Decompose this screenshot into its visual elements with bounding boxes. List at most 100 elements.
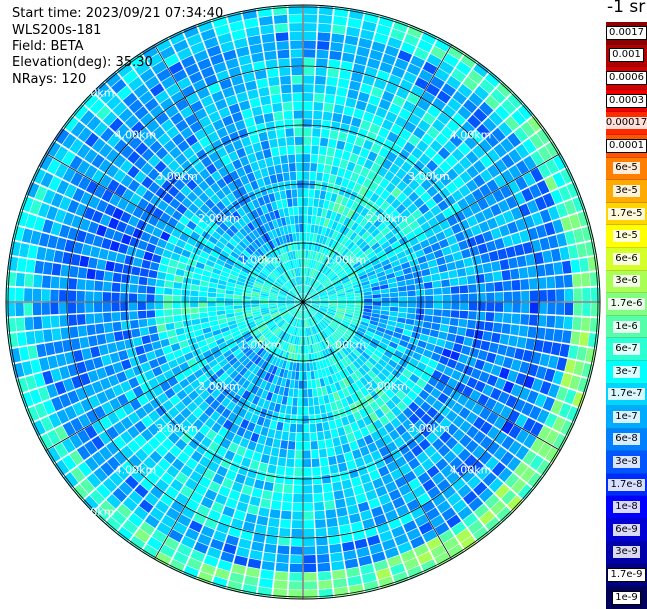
ray-gate (304, 485, 313, 493)
ray-gate (329, 464, 338, 473)
ray-gate (158, 264, 167, 272)
colorbar-cell: 0.0001 (606, 135, 647, 158)
ray-gate (284, 119, 293, 128)
ray-gate (290, 216, 295, 225)
ray-gate (448, 326, 457, 334)
ray-gate (294, 215, 298, 223)
ray-gate (568, 345, 578, 359)
ray-gate (455, 335, 465, 344)
ray-gate (169, 259, 179, 267)
ray-gate (327, 147, 335, 156)
ray-gate (512, 280, 521, 290)
ray-gate (538, 277, 547, 289)
ray-gate (312, 458, 320, 467)
ray-gate (252, 142, 261, 152)
ray-gate (304, 572, 317, 580)
ray-gate (114, 331, 124, 341)
ray-gate (165, 281, 174, 288)
ray-gate (459, 311, 468, 319)
ray-gate (324, 103, 334, 112)
ray-gate (344, 142, 353, 152)
ray-gate (295, 450, 302, 458)
ray-gate (260, 302, 268, 304)
ray-gate (390, 297, 398, 301)
ray-gate (52, 328, 62, 340)
ray-gate (123, 330, 133, 340)
colorbar-tick-label: 1e-7 (613, 411, 640, 423)
ray-gate (407, 285, 416, 291)
ray-gate (450, 278, 459, 286)
colorbar-cell: 1.7e-6 (606, 293, 647, 316)
ray-gate (286, 406, 292, 415)
ray-gate (138, 302, 146, 310)
ray-gate (131, 328, 140, 337)
ray-gate (283, 493, 293, 502)
ray-gate (118, 243, 128, 254)
ray-gate (138, 294, 146, 302)
ray-gate (582, 288, 590, 301)
ray-gate (304, 520, 314, 528)
ray-gate (519, 267, 528, 278)
ray-gate (141, 260, 151, 269)
ray-gate (338, 78, 350, 88)
ray-gate (255, 70, 267, 80)
ray-gate (495, 303, 503, 312)
ray-gate (434, 302, 442, 308)
ray-gate (345, 496, 356, 506)
ray-gate (278, 138, 286, 147)
ray-gate (512, 303, 520, 313)
ray-gate (298, 250, 301, 258)
ray-gate (317, 388, 323, 397)
ray-gate (325, 439, 333, 448)
ray-gate (304, 529, 315, 537)
colorbar-cell: 1.7e-7 (606, 384, 647, 407)
ray-gate (579, 258, 589, 272)
ray-gate (381, 310, 390, 315)
ray-gate (458, 240, 468, 250)
ray-gate (297, 172, 303, 180)
ray-gate (336, 454, 345, 464)
ray-gate (283, 423, 290, 432)
ray-gate (54, 341, 64, 354)
ray-gate (191, 279, 200, 285)
ray-gate (321, 466, 330, 475)
ray-gate (304, 84, 314, 92)
ray-gate (327, 518, 338, 527)
ray-gate (451, 302, 459, 309)
ray-gate (332, 437, 340, 446)
ray-gate (432, 281, 441, 288)
ray-gate (486, 352, 496, 363)
ray-gate (364, 305, 372, 309)
ray-gate (423, 275, 432, 282)
ray-gate (289, 432, 296, 441)
ray-gate (303, 163, 309, 171)
ray-gate (329, 175, 337, 184)
ray-gate (486, 241, 496, 252)
ray-gate (562, 261, 572, 274)
ray-gate (287, 198, 293, 207)
ray-gate (252, 106, 263, 116)
ray-gate (480, 341, 490, 351)
ray-gate (432, 316, 441, 323)
colorbar-cell: 1.7e-8 (606, 474, 647, 497)
ray-gate (436, 339, 446, 348)
ray-gate (467, 275, 476, 284)
ray-gate (317, 50, 329, 59)
ray-gate (347, 89, 358, 99)
ray-gate (312, 128, 320, 137)
ray-gate (263, 42, 276, 52)
ray-gate (173, 302, 181, 308)
ray-gate (25, 317, 34, 330)
ray-gate (191, 285, 200, 291)
ray-gate (242, 485, 253, 495)
ray-gate (167, 330, 176, 338)
ray-gate (565, 289, 573, 301)
ray-gate (295, 459, 303, 467)
ray-gate (434, 295, 442, 301)
ray-gate (135, 345, 145, 355)
ray-gate (353, 109, 364, 119)
ray-gate (303, 389, 307, 397)
ray-gate (339, 70, 351, 80)
ray-gate (280, 440, 288, 449)
ray-gate (440, 324, 449, 332)
